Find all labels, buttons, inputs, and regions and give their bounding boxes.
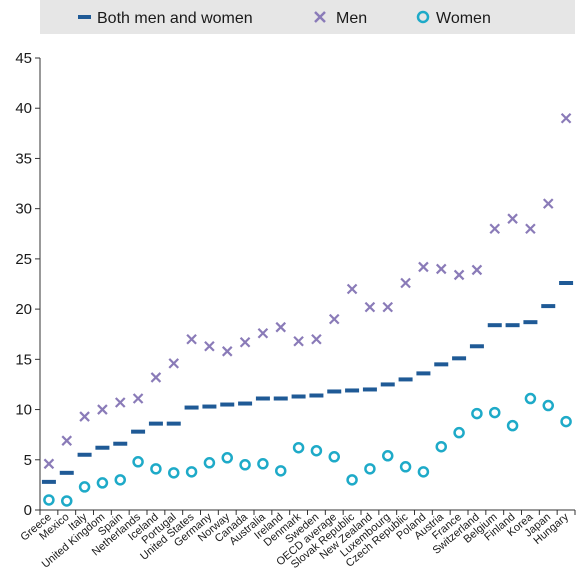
point-women — [221, 452, 233, 464]
point-men — [150, 372, 162, 383]
y-tick-label: 45 — [15, 50, 32, 67]
point-women — [292, 441, 305, 454]
point-women — [168, 467, 180, 479]
point-women — [114, 474, 126, 486]
point-women — [328, 451, 340, 463]
point-women — [346, 474, 358, 486]
point-men — [471, 264, 483, 276]
series-circle — [43, 392, 572, 507]
point-men — [204, 340, 215, 352]
point-men — [400, 277, 411, 289]
point-men — [275, 321, 287, 333]
point-men — [114, 397, 126, 408]
point-men — [364, 301, 376, 313]
y-axis-ticks: 0 5 10 15 20 25 30 35 40 45 — [15, 50, 40, 519]
point-men — [525, 223, 536, 235]
point-men — [132, 393, 144, 404]
point-men — [507, 213, 518, 224]
point-men — [346, 283, 358, 295]
point-women — [382, 450, 394, 462]
point-women — [310, 444, 323, 457]
point-women — [399, 461, 412, 473]
legend-background — [40, 0, 575, 34]
legend-label-both: Both men and women — [97, 10, 253, 27]
point-men — [61, 435, 73, 446]
y-tick-label: 20 — [15, 301, 32, 318]
legend-label-men: Men — [336, 10, 367, 27]
point-women — [506, 419, 519, 432]
point-women — [43, 494, 55, 506]
point-men — [43, 458, 55, 470]
plot-area: 0 5 10 15 20 25 30 35 40 45 GreeceMexicoItalyUnit… — [15, 50, 576, 571]
point-men — [489, 223, 501, 235]
point-men — [293, 335, 304, 347]
legend: Both men and women Men Women — [40, 0, 575, 34]
point-men — [311, 333, 322, 345]
point-women — [257, 458, 269, 470]
point-women — [453, 426, 465, 439]
point-women — [78, 481, 91, 493]
point-men — [79, 411, 90, 422]
point-men — [418, 261, 429, 273]
point-men — [221, 346, 233, 357]
series-cross — [43, 112, 572, 470]
point-women — [542, 399, 554, 412]
y-tick-label: 40 — [15, 100, 32, 117]
point-men — [168, 358, 180, 369]
point-men — [328, 313, 340, 325]
y-tick-label: 5 — [24, 452, 32, 469]
point-men — [97, 404, 108, 415]
point-women — [185, 466, 198, 478]
y-tick-label: 25 — [15, 251, 32, 268]
point-women — [435, 440, 447, 453]
point-women — [524, 392, 537, 405]
point-women — [61, 495, 73, 507]
y-tick-label: 15 — [15, 351, 32, 368]
legend-marker-women — [416, 10, 430, 24]
legend-marker-men — [314, 11, 326, 23]
point-men — [186, 333, 197, 345]
point-women — [471, 407, 483, 420]
point-men — [453, 269, 465, 281]
point-women — [239, 459, 251, 471]
point-men — [257, 327, 269, 339]
point-women — [203, 457, 216, 469]
point-men — [239, 336, 251, 348]
point-women — [560, 415, 572, 428]
y-tick-label: 35 — [15, 150, 32, 167]
point-men — [382, 301, 394, 313]
point-women — [96, 477, 109, 489]
point-women — [132, 456, 144, 468]
y-tick-label: 30 — [15, 201, 32, 218]
point-women — [489, 406, 501, 419]
point-men — [435, 263, 447, 275]
data-marks — [41, 112, 574, 507]
point-men — [560, 112, 572, 124]
point-women — [417, 466, 430, 478]
point-women — [275, 465, 287, 477]
legend-label-women: Women — [436, 10, 491, 27]
y-tick-label: 10 — [15, 402, 32, 419]
y-tick-label: 0 — [24, 502, 32, 519]
point-women — [364, 463, 376, 475]
point-women — [150, 463, 162, 475]
point-men — [542, 198, 554, 209]
series-dash — [41, 280, 574, 484]
